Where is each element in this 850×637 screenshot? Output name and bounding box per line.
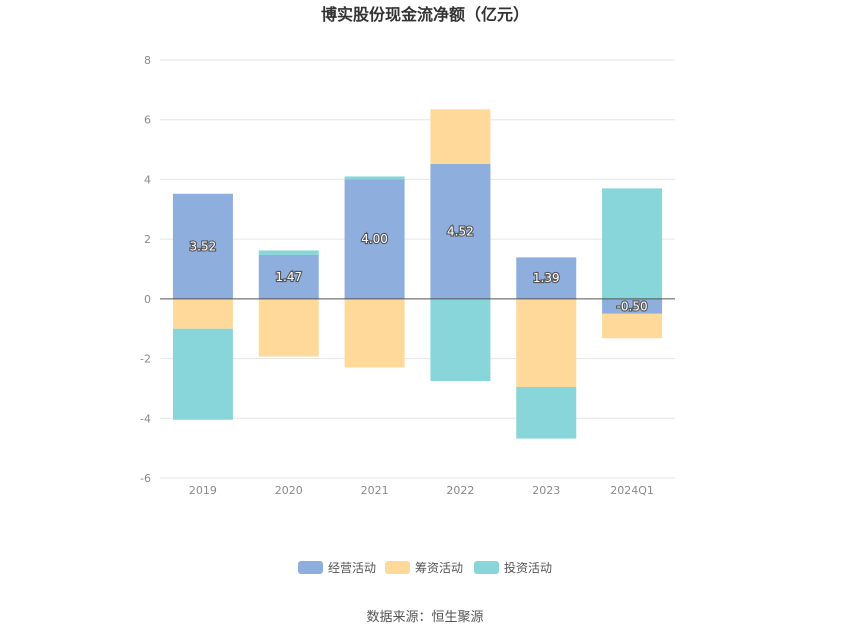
x-tick-label: 2023 [532,484,560,497]
grid [160,59,675,479]
legend-swatch [385,561,410,574]
bar-segment [602,188,663,299]
bar-segment [258,254,319,299]
legend-item[interactable]: 投资活动 [474,560,552,575]
legend-label: 经营活动 [328,561,376,575]
x-axis-ticks: 2019 2020 2021 2022 2023 2024Q1 [189,484,654,497]
y-tick-label: -6 [140,472,151,485]
bar-segment [516,298,577,387]
x-tick-label: 2020 [275,484,303,497]
bar-segment [172,298,233,329]
data-label: 4.52 [447,224,474,238]
legend[interactable]: 经营活动 筹资活动 投资活动 [298,560,552,575]
bar-segment [172,193,233,299]
bar-segment [516,386,577,439]
bar-segment [602,298,663,314]
y-tick-label: 0 [144,293,151,306]
bar-segment [344,179,405,299]
bars [172,109,663,439]
bar-segment [430,109,491,164]
bar-segment [430,298,491,381]
data-label: 4.00 [361,232,388,246]
bar-segment [258,250,319,255]
x-tick-label: 2019 [189,484,217,497]
chart-title: 博实股份现金流净额（亿元） [321,5,529,24]
data-labels: 3.52 1.47 4.00 4.52 1.39 -0.50 [188,223,648,314]
data-label: 3.52 [190,239,217,253]
bar-segment [602,313,663,339]
data-label: 1.39 [533,271,560,285]
bar-segment [172,328,233,420]
y-tick-label: 2 [144,233,151,246]
legend-label: 投资活动 [504,560,552,575]
legend-label: 筹资活动 [415,561,463,575]
data-label: -0.50 [617,299,648,313]
y-axis-ticks: 8 6 4 2 0 -2 -4 -6 [140,54,151,485]
x-tick-label: 2021 [361,484,389,497]
y-tick-label: -4 [140,412,151,425]
data-label: 1.47 [275,270,302,284]
legend-item[interactable]: 经营活动 [298,561,376,575]
legend-swatch [298,561,323,574]
x-tick-label: 2022 [446,484,474,497]
legend-swatch [474,561,499,574]
legend-item[interactable]: 筹资活动 [385,561,463,575]
bar-segment [344,176,405,180]
bar-segment [430,163,491,299]
x-tick-label: 2024Q1 [610,484,654,497]
y-tick-label: 6 [144,114,151,127]
y-tick-label: 4 [144,173,151,186]
bar-segment [258,298,319,357]
y-tick-label: -2 [140,353,151,366]
y-tick-label: 8 [144,54,151,67]
bar-segment [516,257,577,299]
source-note: 数据来源：恒生聚源 [366,610,483,625]
bar-segment [344,298,405,368]
